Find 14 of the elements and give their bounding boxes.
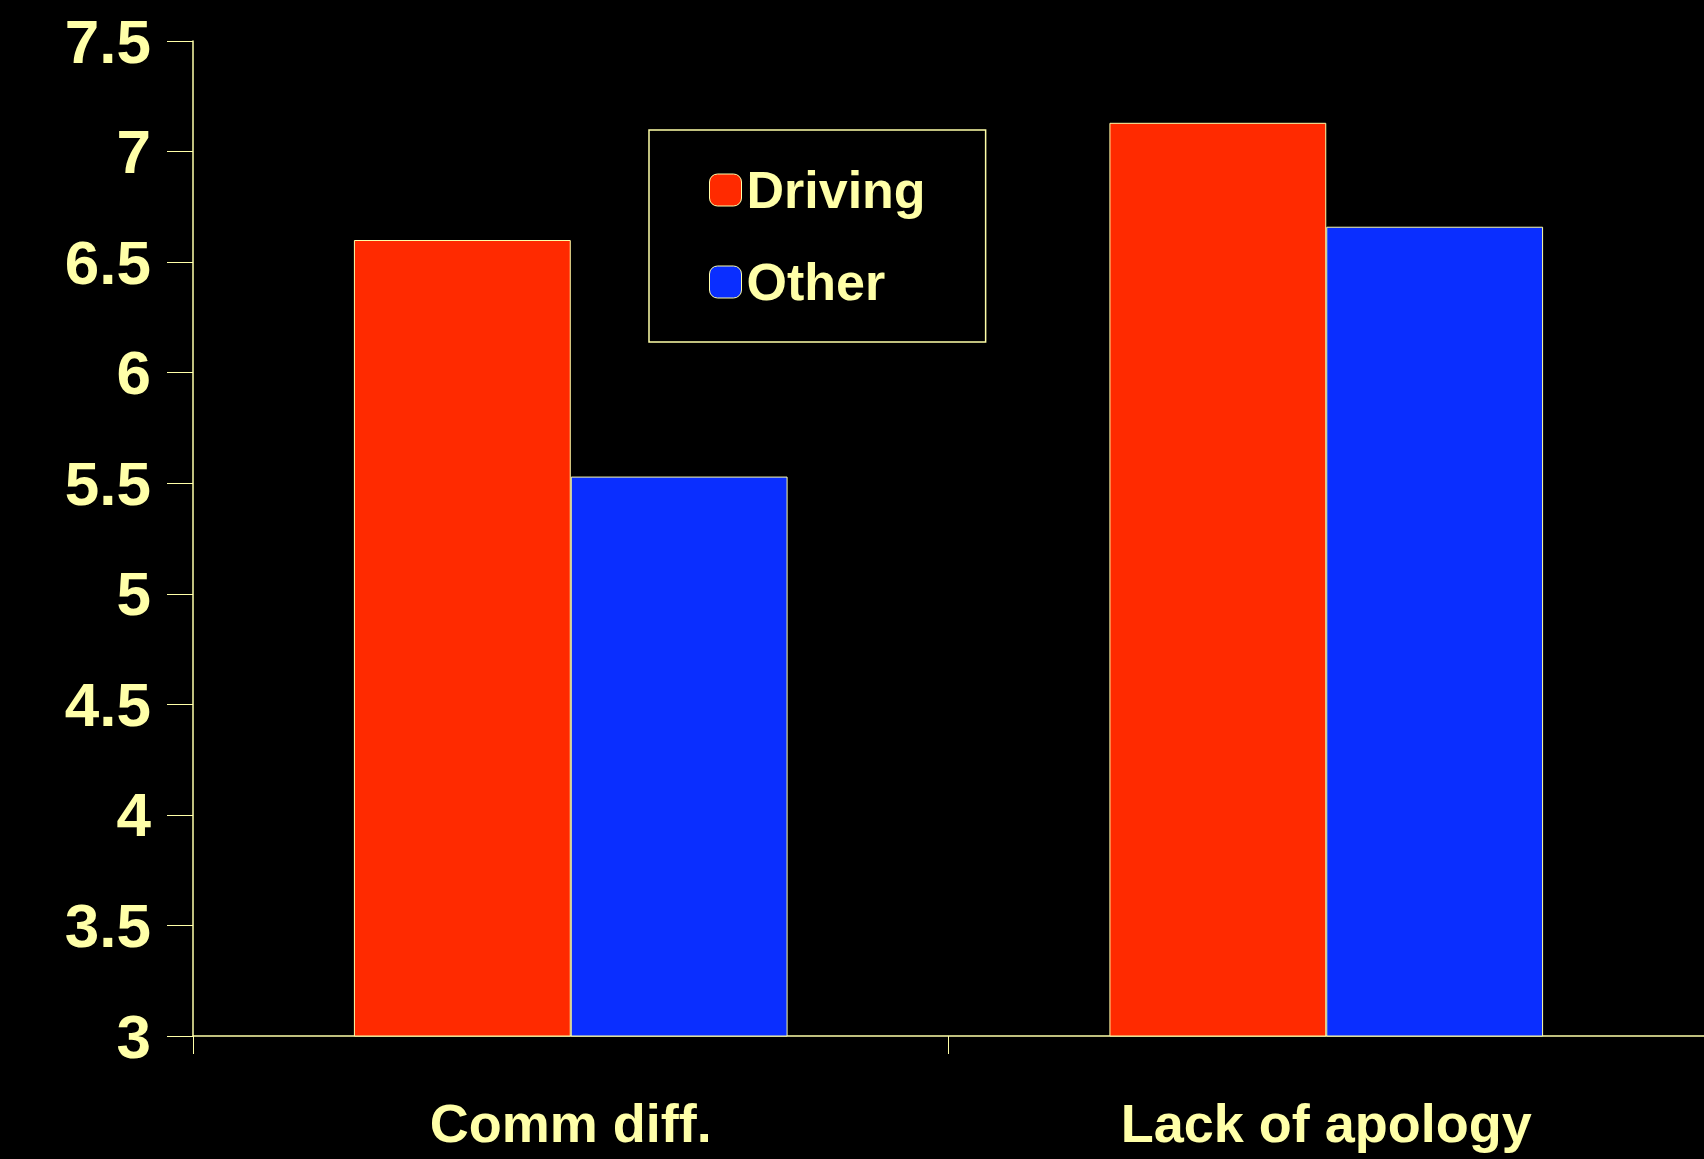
legend-label: Other bbox=[746, 253, 886, 311]
y-tick-label: 5 bbox=[116, 559, 151, 629]
y-tick-label: 3.5 bbox=[64, 890, 151, 960]
y-tick-label: 3 bbox=[116, 1001, 151, 1071]
y-tick-label: 6 bbox=[116, 338, 151, 408]
y-tick-label: 7 bbox=[116, 117, 151, 187]
y-tick-label: 6.5 bbox=[64, 227, 151, 297]
y-tick-label: 4 bbox=[116, 780, 152, 850]
legend-label: Driving bbox=[746, 161, 926, 219]
y-tick-label: 5.5 bbox=[64, 448, 151, 518]
x-tick-label: Lack of apology bbox=[1120, 1093, 1532, 1153]
y-tick-label: 7.5 bbox=[64, 6, 151, 76]
x-tick-label: Comm diff. bbox=[429, 1093, 712, 1153]
y-tick-label: 4.5 bbox=[64, 669, 151, 739]
